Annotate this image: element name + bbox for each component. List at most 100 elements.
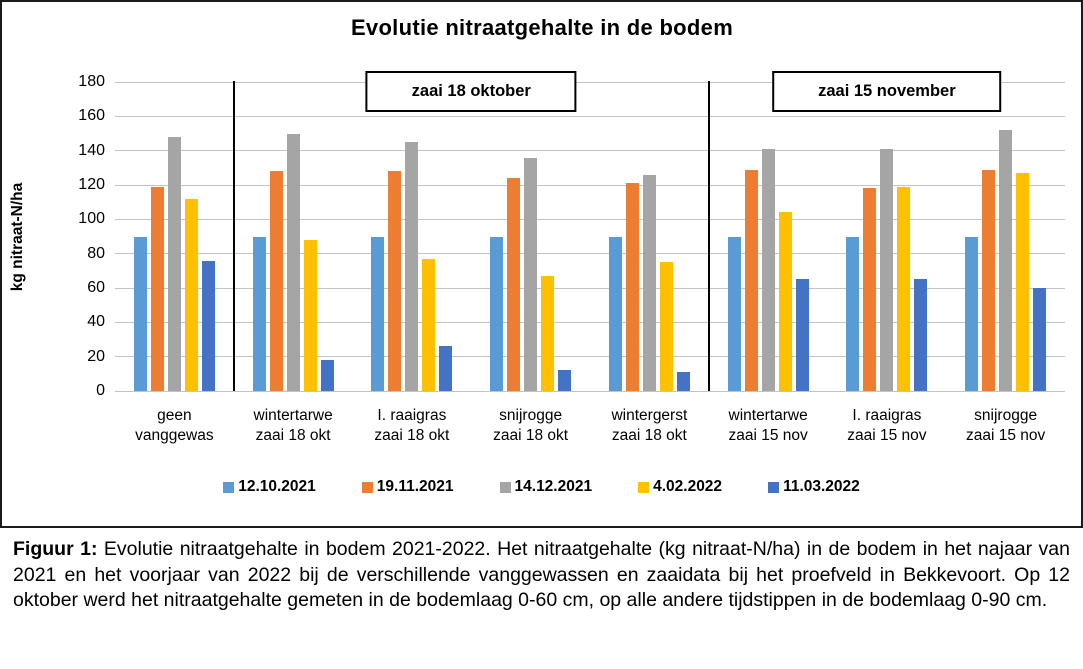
y-tick-label: 20 bbox=[87, 347, 105, 365]
legend-item: 14.12.2021 bbox=[499, 478, 593, 496]
legend-item: 4.02.2022 bbox=[638, 478, 722, 496]
x-axis-category-label: geen vanggewas bbox=[135, 407, 214, 444]
bar bbox=[524, 157, 538, 391]
section-label-box: zaai 15 november bbox=[772, 71, 1002, 112]
bar bbox=[965, 236, 979, 391]
gridline bbox=[115, 321, 1065, 323]
bar bbox=[659, 262, 673, 391]
y-tick-label: 160 bbox=[78, 107, 105, 125]
legend-swatch bbox=[768, 481, 780, 493]
gridline bbox=[115, 184, 1065, 186]
bar-group bbox=[353, 82, 472, 391]
bar bbox=[388, 171, 402, 391]
legend-label: 19.11.2021 bbox=[376, 478, 454, 495]
bar bbox=[184, 198, 198, 391]
y-axis-label: kg nitraat-N/ha bbox=[9, 182, 26, 292]
bar bbox=[914, 279, 928, 391]
legend-label: 14.12.2021 bbox=[514, 478, 593, 495]
legend-swatch bbox=[638, 481, 650, 493]
bar bbox=[676, 372, 690, 391]
y-tick-label: 100 bbox=[78, 210, 105, 228]
bar bbox=[269, 171, 283, 391]
gridline bbox=[115, 218, 1065, 220]
bar bbox=[982, 169, 996, 391]
bar bbox=[439, 346, 453, 391]
bar bbox=[405, 142, 419, 391]
y-tick-label: 60 bbox=[87, 279, 105, 296]
bar bbox=[286, 133, 300, 391]
section-divider bbox=[707, 81, 710, 391]
bar-group bbox=[709, 82, 828, 391]
bar-group bbox=[946, 82, 1065, 391]
caption-text: Evolutie nitraatgehalte in bodem 2021-20… bbox=[13, 538, 1070, 612]
bar bbox=[795, 279, 809, 391]
bar bbox=[252, 236, 266, 391]
gridline bbox=[115, 115, 1065, 117]
bar bbox=[1033, 288, 1047, 391]
bar bbox=[558, 370, 572, 391]
legend-label: 11.03.2022 bbox=[783, 478, 860, 495]
gridline bbox=[115, 150, 1065, 152]
legend-item: 12.10.2021 bbox=[223, 478, 316, 496]
gridline bbox=[115, 81, 1065, 83]
y-tick-label: 40 bbox=[87, 313, 105, 331]
figure-caption: Figuur 1: Evolutie nitraatgehalte in bod… bbox=[13, 537, 1070, 614]
x-axis-category-label: wintertarwe zaai 15 nov bbox=[728, 407, 808, 444]
legend-label: 4.02.2022 bbox=[653, 478, 723, 495]
bar bbox=[897, 186, 911, 391]
legend: 12.10.2021 19.11.2021 14.12.2021 4.02.2022 1… bbox=[2, 478, 1081, 496]
bar-group bbox=[828, 82, 947, 391]
bar-group bbox=[471, 82, 590, 391]
bar bbox=[150, 186, 164, 391]
legend-item: 11.03.2022 bbox=[768, 478, 860, 496]
bar bbox=[608, 236, 622, 391]
bar bbox=[642, 174, 656, 391]
y-tick-label: 180 bbox=[78, 73, 105, 90]
bar bbox=[371, 236, 385, 391]
chart-panel: Evolutie nitraatgehalte in de bodem kg n… bbox=[0, 0, 1083, 528]
bar bbox=[1016, 172, 1030, 391]
legend-swatch bbox=[223, 481, 235, 493]
caption-label: Figuur 1: bbox=[13, 538, 98, 560]
bar bbox=[320, 360, 334, 391]
bar bbox=[863, 188, 877, 391]
gridline bbox=[115, 287, 1065, 289]
bar bbox=[778, 212, 792, 391]
x-axis-category-label: I. raaigras zaai 15 nov bbox=[847, 407, 927, 444]
chart-title: Evolutie nitraatgehalte in de bodem bbox=[350, 15, 734, 40]
gridline bbox=[115, 253, 1065, 255]
bar bbox=[846, 236, 860, 391]
bar bbox=[303, 239, 317, 391]
y-tick-label: 0 bbox=[96, 382, 105, 399]
gridline bbox=[115, 356, 1065, 358]
bar bbox=[133, 236, 147, 391]
legend-label: 12.10.2021 bbox=[238, 478, 316, 495]
bar bbox=[727, 236, 741, 391]
gridline bbox=[115, 390, 1065, 392]
bar bbox=[507, 178, 521, 391]
x-axis-category-label: snijrogge zaai 15 nov bbox=[965, 407, 1046, 444]
x-axis-category-label: snijrogge zaai 18 okt bbox=[493, 407, 569, 444]
plot-area: 0 20 40 60 80 100 120 140 160 180 zaai 18 oktober z… bbox=[78, 71, 1065, 399]
bar bbox=[744, 169, 758, 391]
legend-swatch bbox=[361, 481, 373, 493]
y-tick-label: 140 bbox=[78, 141, 105, 159]
bar bbox=[880, 148, 894, 391]
bar bbox=[625, 183, 639, 391]
legend-item: 19.11.2021 bbox=[361, 478, 454, 496]
bar bbox=[422, 258, 436, 391]
y-tick-label: 80 bbox=[87, 244, 105, 262]
x-axis-category-label: I. raaigras zaai 18 okt bbox=[374, 407, 450, 444]
bar bbox=[541, 275, 555, 391]
x-axis-category-label: wintergerst zaai 18 okt bbox=[611, 407, 688, 444]
bar-group bbox=[234, 82, 353, 391]
bar bbox=[761, 148, 775, 391]
bar bbox=[167, 136, 181, 391]
bar bbox=[999, 130, 1013, 391]
section-divider bbox=[232, 81, 235, 391]
x-axis-category-label: wintertarwe zaai 18 okt bbox=[253, 407, 333, 444]
bar bbox=[490, 236, 504, 391]
section-label-box: zaai 18 oktober bbox=[365, 71, 577, 112]
bar bbox=[201, 260, 215, 391]
